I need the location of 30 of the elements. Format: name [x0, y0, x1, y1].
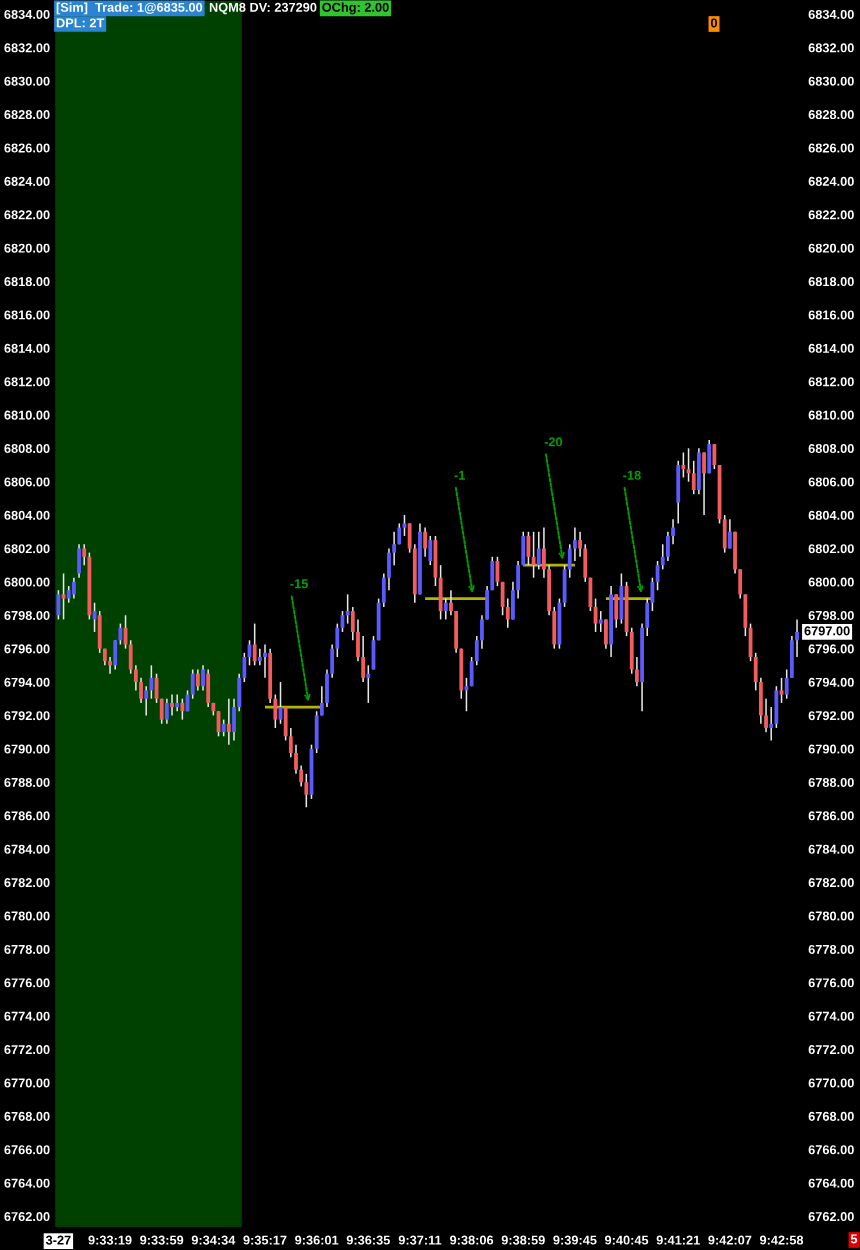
candlestick [71, 576, 76, 600]
candlestick [180, 697, 185, 721]
candlestick [252, 622, 257, 667]
candlestick [702, 451, 706, 516]
candlestick [598, 610, 603, 633]
candlestick [61, 572, 66, 621]
candlestick [402, 514, 407, 537]
candlestick [108, 656, 112, 675]
candlestick [531, 531, 536, 579]
candlestick [226, 697, 231, 746]
candlestick [490, 556, 495, 591]
candlestick [619, 572, 624, 625]
candlestick [170, 693, 174, 717]
candlestick [77, 543, 81, 579]
candlestick [779, 677, 784, 704]
candlestick [681, 451, 686, 479]
candlestick [175, 693, 180, 713]
candlestick [195, 668, 200, 692]
candlestick [304, 773, 309, 809]
candlestick [423, 526, 428, 558]
candlestick [727, 518, 732, 550]
candlestick [206, 668, 211, 708]
candlestick [443, 597, 448, 621]
candlestick [428, 535, 433, 566]
candlestick [97, 610, 102, 654]
candlestick [345, 593, 350, 625]
candlestick [536, 531, 541, 571]
candlestick [707, 439, 712, 475]
candlestick [164, 697, 169, 725]
candlestick [614, 593, 619, 629]
